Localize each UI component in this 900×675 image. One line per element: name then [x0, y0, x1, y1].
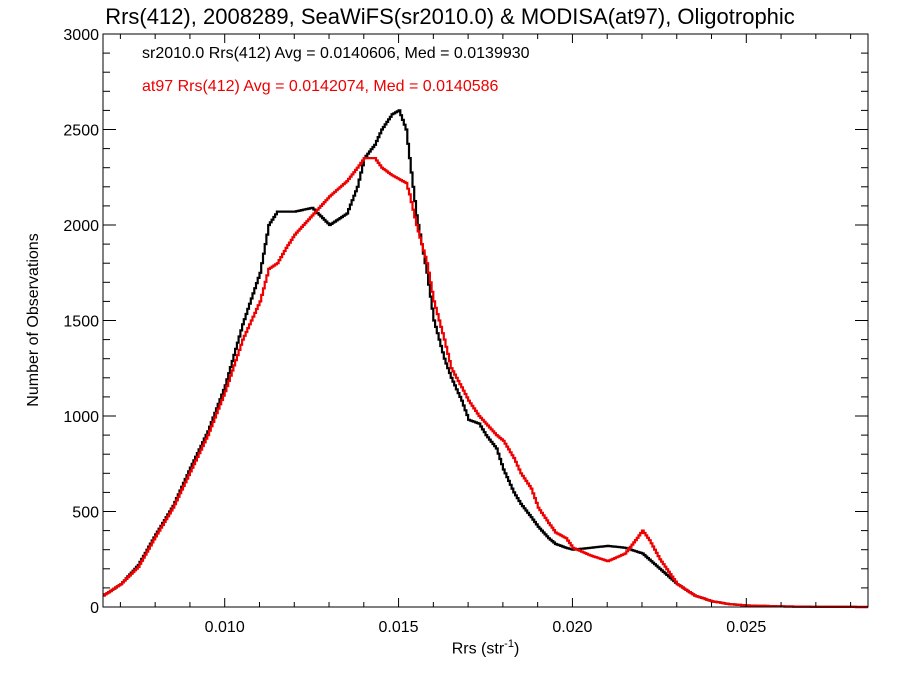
- y-tick-label: 1000: [63, 409, 99, 426]
- legend-entry-at97: at97 Rrs(412) Avg = 0.0142074, Med = 0.0…: [142, 78, 499, 95]
- series-line-sr2010-0: [103, 109, 868, 609]
- x-axis-label-text: Rrs (str: [451, 640, 505, 658]
- x-tick-label: 0.015: [379, 619, 419, 636]
- x-axis-label-end: ): [513, 640, 520, 658]
- x-axis-label-superscript: -1: [504, 638, 514, 650]
- y-tick-label: 500: [72, 505, 99, 522]
- y-tick-label: 0: [90, 600, 99, 617]
- series-line-at97: [103, 157, 868, 609]
- y-tick-label: 2000: [63, 218, 99, 235]
- y-tick-label: 1500: [63, 314, 99, 331]
- x-tick-label: 0.025: [726, 619, 766, 636]
- legend-entry-sr2010: sr2010.0 Rrs(412) Avg = 0.0140606, Med =…: [142, 45, 530, 62]
- y-tick-label: 2500: [63, 123, 99, 140]
- x-axis-label: Rrs (str-1): [103, 638, 868, 658]
- y-tick-label: 3000: [63, 27, 99, 44]
- x-tick-label: 0.010: [205, 619, 245, 636]
- chart-title: Rrs(412), 2008289, SeaWiFS(sr2010.0) & M…: [105, 4, 795, 29]
- x-tick-label: 0.020: [552, 619, 592, 636]
- plot-frame: [102, 33, 869, 608]
- y-axis-label: Number of Observations: [25, 233, 42, 407]
